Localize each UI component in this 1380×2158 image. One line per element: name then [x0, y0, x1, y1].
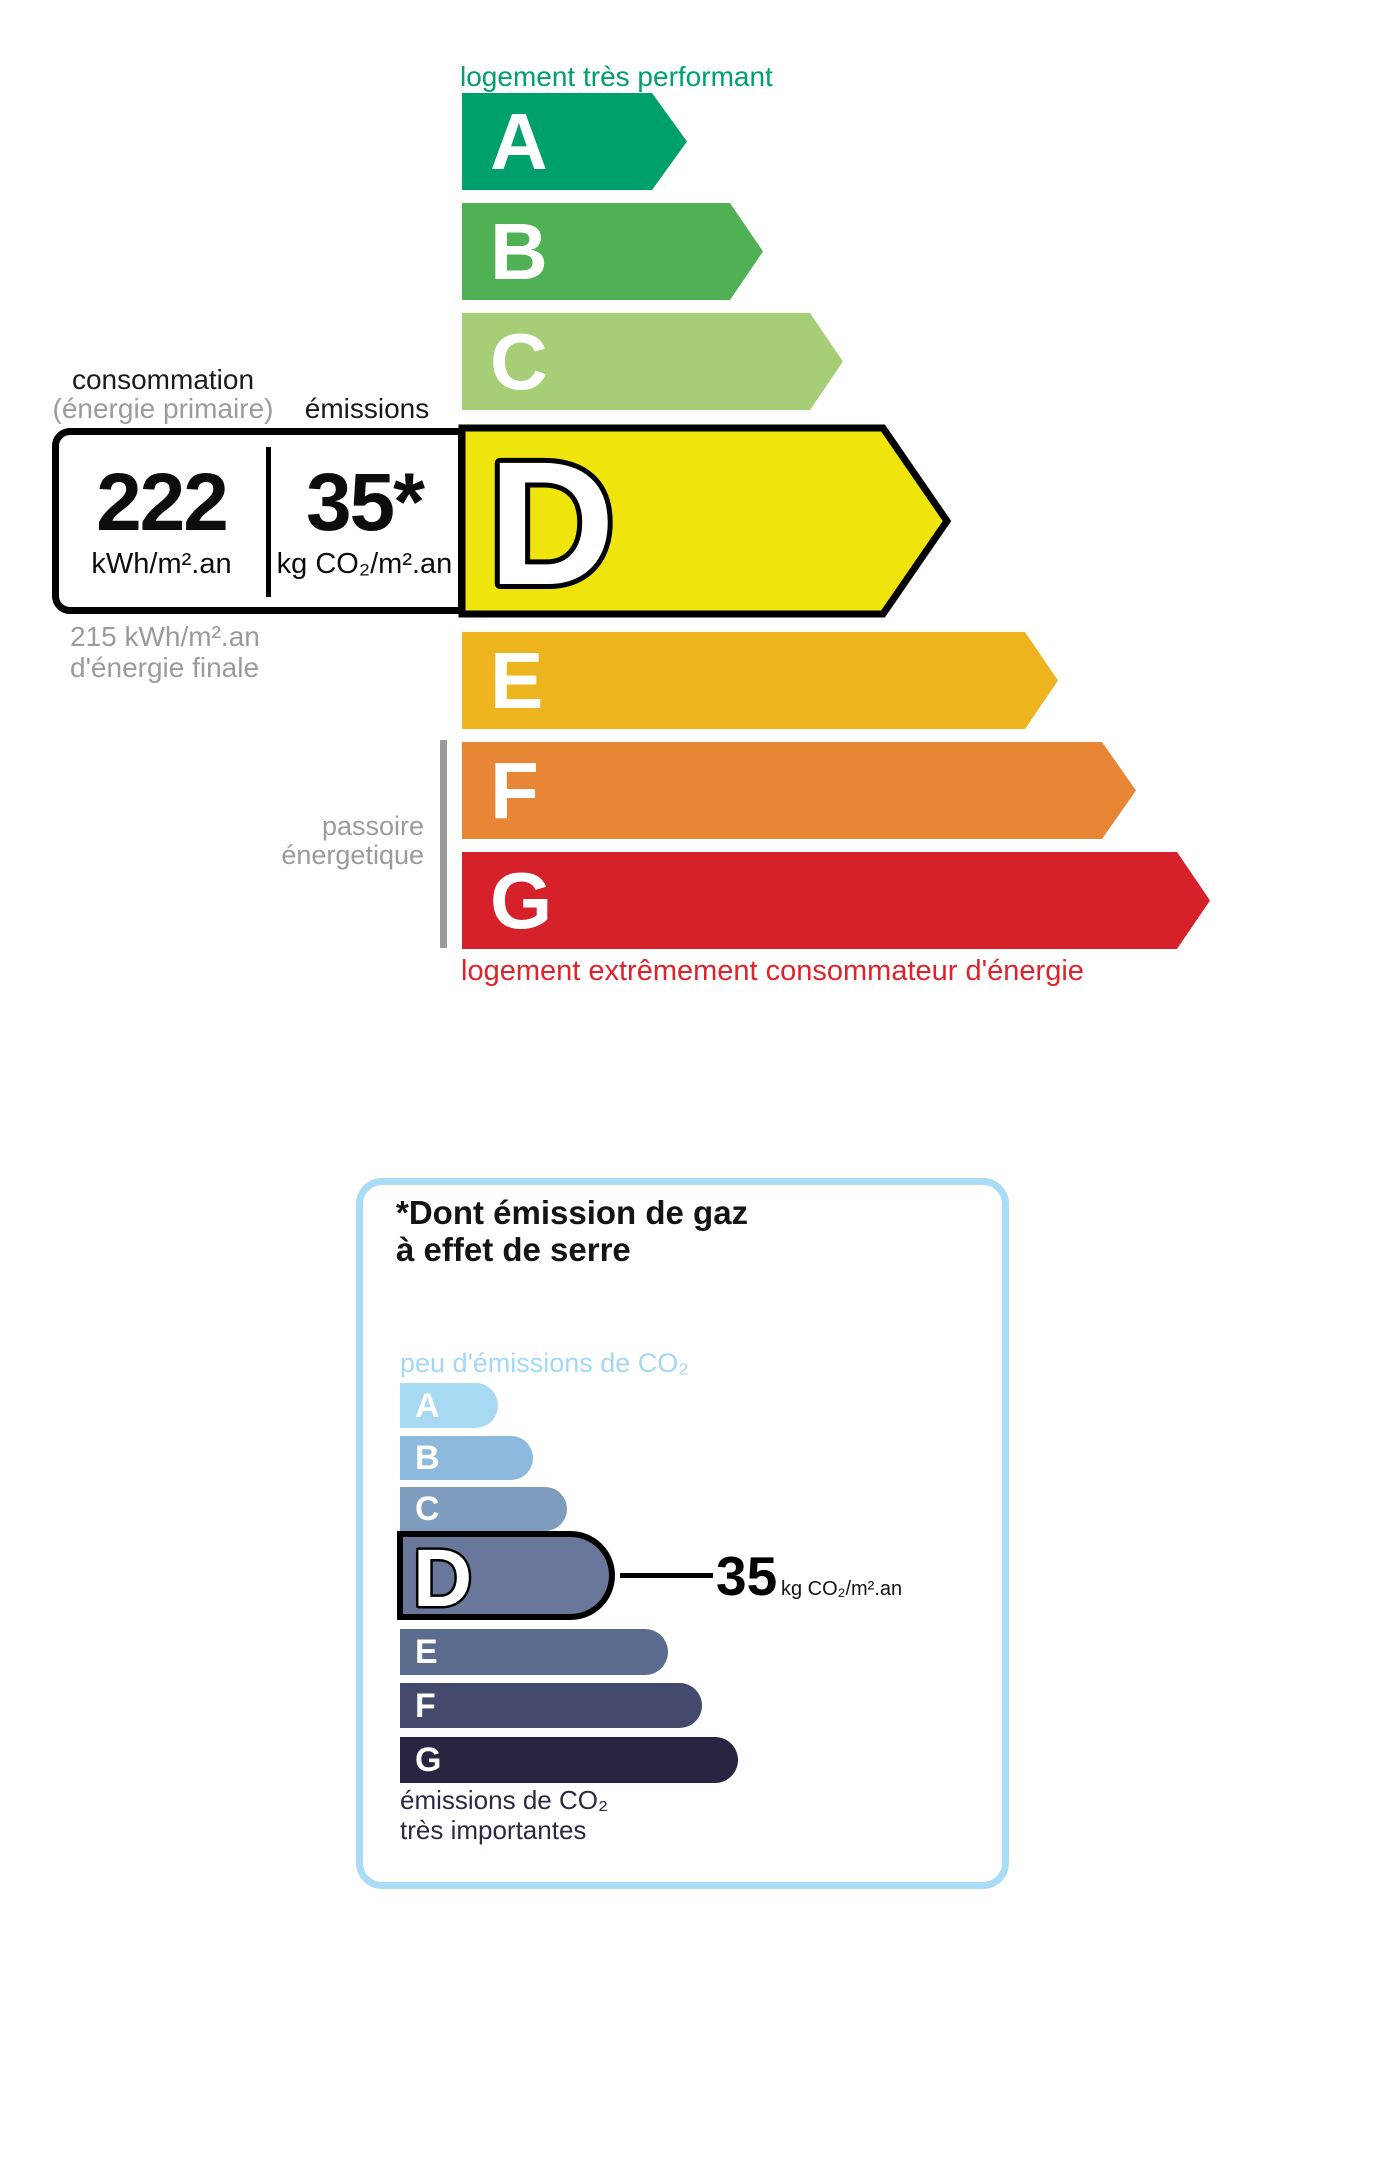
- co2-class-d-letter-svg: D: [411, 1531, 475, 1627]
- energy-bar-letter: G: [490, 855, 553, 945]
- co2-bottom-line1: émissions de CO₂: [400, 1785, 609, 1815]
- passoire-line2: énergetique: [281, 840, 424, 870]
- consumption-cell: 222 kWh/m².an: [59, 437, 264, 605]
- co2-bar-c: C: [400, 1487, 567, 1531]
- consumption-emissions-box: [52, 428, 465, 614]
- co2-bar-letter: E: [415, 1633, 438, 1671]
- passoire-label: passoire énergetique: [200, 812, 424, 870]
- consumption-header: consommation: [71, 364, 255, 395]
- energy-bar-letter: B: [490, 206, 548, 296]
- energy-bar-g: G: [462, 852, 1210, 949]
- co2-bar-f: F: [400, 1683, 702, 1728]
- co2-bar-e: E: [400, 1629, 668, 1675]
- co2-value-connector-line: [620, 1573, 713, 1578]
- co2-low-emissions-label: peu d'émissions de CO₂: [400, 1348, 689, 1378]
- energy-bar-letter: A: [490, 96, 548, 186]
- co2-title-line2: à effet de serre: [396, 1231, 631, 1268]
- co2-title-line1: *Dont émission de gaz: [396, 1194, 749, 1231]
- passoire-line1: passoire: [321, 811, 424, 841]
- co2-class-d-pill: D: [397, 1531, 615, 1627]
- energy-bar-a: A: [462, 93, 687, 190]
- emissions-cell: 35* kg CO₂/m².an: [271, 437, 458, 605]
- primary-energy-subheader: (énergie primaire): [52, 393, 274, 424]
- emissions-value: 35*: [305, 456, 425, 548]
- co2-value: 35: [716, 1545, 778, 1607]
- top-performance-label: logement très performant: [460, 61, 773, 92]
- box-divider: [266, 447, 271, 597]
- final-energy-line2: d'énergie finale: [70, 652, 260, 683]
- co2-bar-letter: B: [415, 1439, 440, 1477]
- energy-bar-letter: F: [490, 745, 539, 835]
- energy-bar-e: E: [462, 632, 1058, 729]
- energy-bar-f: F: [462, 742, 1136, 839]
- co2-value-unit: kg CO₂/m².an: [781, 1578, 903, 1600]
- co2-bottom-line2: très importantes: [400, 1815, 587, 1845]
- class-d-letter: D: [488, 426, 615, 622]
- co2-bar-letter: F: [415, 1686, 436, 1725]
- final-energy-note: 215 kWh/m².an d'énergie finale: [70, 621, 260, 683]
- emissions-unit: kg CO₂/m².an: [276, 547, 453, 580]
- co2-bar-g: G: [400, 1737, 738, 1783]
- consumption-value: 222: [96, 456, 229, 548]
- emissions-header: émissions: [304, 393, 430, 424]
- energy-class-d-arrow: D: [458, 421, 952, 622]
- consumption-unit: kWh/m².an: [91, 547, 232, 580]
- co2-bar-letter: A: [415, 1386, 440, 1425]
- co2-bar-a: A: [400, 1383, 498, 1428]
- co2-high-emissions-label: émissions de CO₂ très importantes: [400, 1785, 608, 1845]
- co2-class-d-letter: D: [413, 1537, 472, 1614]
- energy-bar-c: C: [462, 313, 843, 410]
- passoire-bracket-line: [440, 740, 447, 948]
- final-energy-line1: 215 kWh/m².an: [70, 621, 260, 652]
- co2-bar-letter: G: [415, 1741, 442, 1779]
- energy-bar-b: B: [462, 203, 763, 300]
- energy-bar-letter: C: [490, 316, 548, 406]
- co2-bar-letter: C: [415, 1490, 440, 1528]
- energy-bar-letter: E: [490, 635, 544, 725]
- bottom-consumption-label: logement extrêmement consommateur d'éner…: [461, 955, 1084, 987]
- co2-bar-b: B: [400, 1436, 533, 1480]
- co2-panel-title: *Dont émission de gaz à effet de serre: [396, 1194, 748, 1268]
